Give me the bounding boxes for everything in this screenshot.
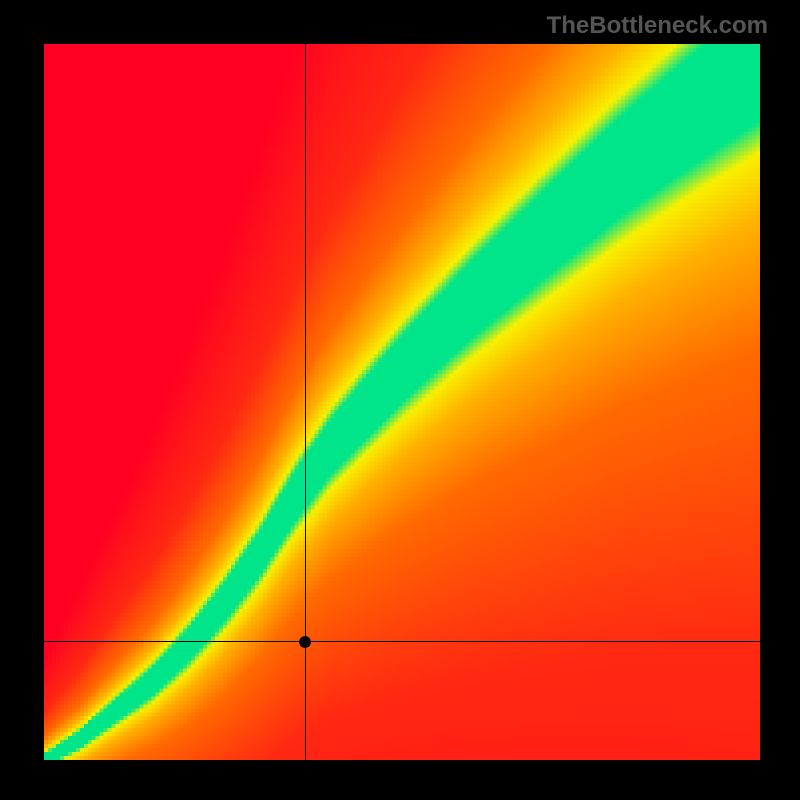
watermark-text: TheBottleneck.com [547, 12, 768, 40]
crosshair-horizontal [44, 641, 760, 642]
crosshair-marker [298, 635, 312, 649]
bottleneck-heatmap [44, 44, 760, 760]
chart-container: { "watermark": { "text": "TheBottleneck.… [0, 0, 800, 800]
crosshair-vertical [305, 44, 306, 760]
